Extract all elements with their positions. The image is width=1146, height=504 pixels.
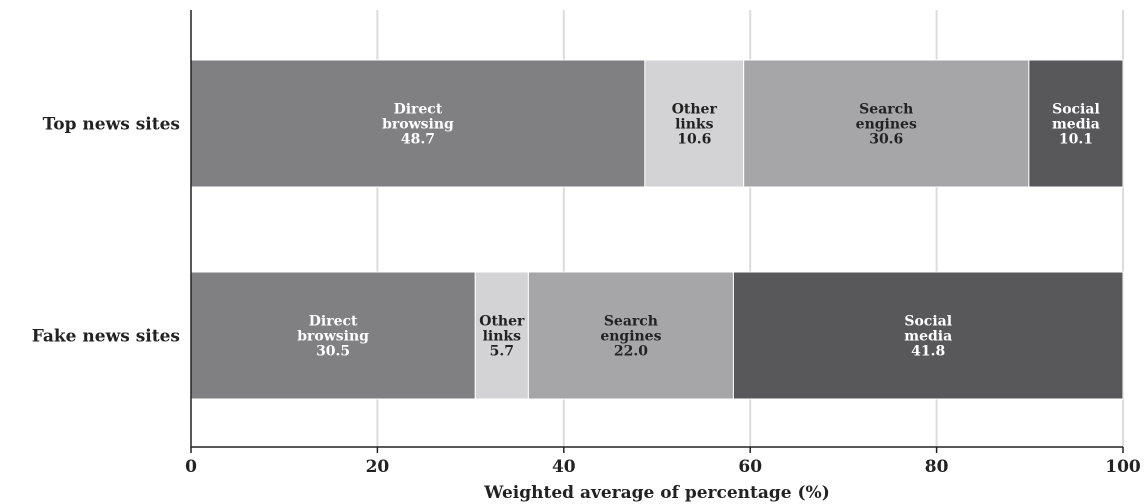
segment-label: Direct browsing 48.7: [382, 102, 454, 148]
x-tick-label: 20: [366, 457, 390, 477]
bar-segment: [743, 59, 1030, 188]
segment-label-line: Direct: [394, 102, 443, 118]
x-tick-label: 100: [1105, 457, 1141, 477]
segment-label: Direct browsing 30.5: [297, 314, 369, 360]
segment-value-label: 41.8: [911, 344, 945, 360]
segment-label-line: media: [1052, 117, 1100, 133]
category-label: Top news sites: [43, 115, 180, 135]
segment-label-line: Other: [479, 314, 525, 330]
segment-label-line: links: [483, 329, 522, 345]
segment-label-line: engines: [856, 117, 917, 133]
segment-label: Social media 41.8: [904, 314, 952, 360]
segment-label-line: Search: [604, 314, 658, 330]
bar-segment: [527, 271, 734, 400]
segment-value-label: 10.6: [677, 132, 711, 148]
segment-label-line: Other: [672, 102, 718, 118]
x-axis-title: Weighted average of percentage (%): [483, 483, 830, 503]
x-ticks: 0 20 40 60 80 100: [185, 447, 1141, 477]
x-tick-label: 0: [185, 457, 197, 477]
bar-segment: [644, 59, 745, 188]
segment-value-label: 5.7: [490, 344, 514, 360]
category-label: Fake news sites: [32, 327, 180, 347]
segment-label-line: Social: [1052, 102, 1100, 118]
segment-label: Search engines 30.6: [856, 102, 917, 148]
x-tick-label: 60: [738, 457, 762, 477]
segment-label: Search engines 22.0: [600, 314, 661, 360]
x-tick-label: 80: [925, 457, 949, 477]
segment-label-line: media: [904, 329, 952, 345]
segment-label-line: links: [675, 117, 714, 133]
bar-segment: [1028, 59, 1124, 188]
segment-label: Social media 10.1: [1052, 102, 1100, 148]
segment-value-label: 48.7: [401, 132, 435, 148]
x-tick-label: 40: [552, 457, 576, 477]
segment-label-line: engines: [600, 329, 661, 345]
bar-segment: [190, 59, 646, 188]
bar-segment: [190, 271, 476, 400]
segment-label: Other links 5.7: [479, 314, 525, 360]
segment-label-line: browsing: [297, 329, 369, 345]
bar-segment: [474, 271, 529, 400]
segment-value-label: 30.5: [316, 344, 350, 360]
segment-label-line: Social: [904, 314, 952, 330]
segment-value-label: 10.1: [1059, 132, 1093, 148]
segment-label-line: Direct: [309, 314, 358, 330]
segment-label: Other links 10.6: [672, 102, 718, 148]
segment-label-line: Search: [859, 102, 913, 118]
segment-label-line: browsing: [382, 117, 454, 133]
bar-segment: [732, 271, 1124, 400]
category-labels: Top news sites Fake news sites: [32, 115, 180, 347]
segment-value-label: 30.6: [869, 132, 903, 148]
segment-value-label: 22.0: [614, 344, 648, 360]
